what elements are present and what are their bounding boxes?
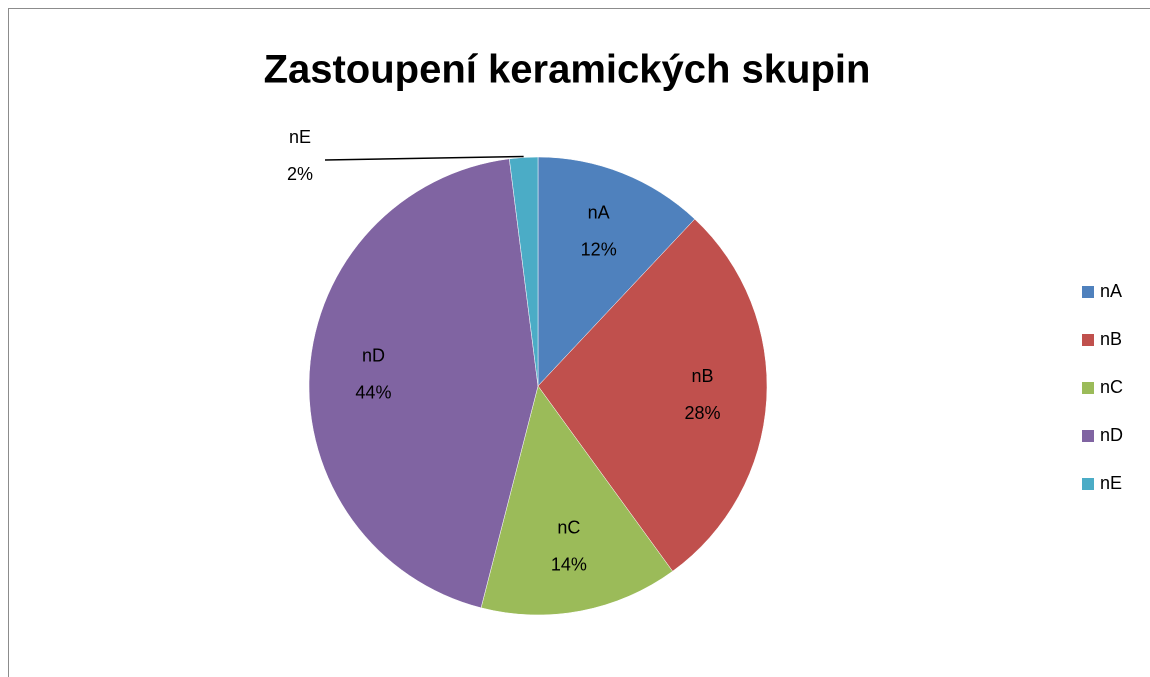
data-label-value: 44% xyxy=(355,382,391,402)
legend-swatch xyxy=(1082,334,1094,346)
pie-slice xyxy=(537,218,768,572)
pie-slice xyxy=(509,156,539,387)
pie-slice xyxy=(480,385,673,616)
legend-label: nA xyxy=(1100,281,1122,301)
legend-label: nD xyxy=(1100,425,1123,445)
data-label-category: nE xyxy=(289,127,311,147)
legend-swatch xyxy=(1082,478,1094,490)
data-label-value: 12% xyxy=(581,239,617,259)
legend-label: nB xyxy=(1100,329,1122,349)
data-label-category: nD xyxy=(362,345,385,365)
legend-swatch xyxy=(1082,430,1094,442)
data-label-value: 28% xyxy=(685,403,721,423)
data-label-value: 14% xyxy=(551,555,587,575)
data-label-value: 2% xyxy=(287,164,313,184)
pie-slice xyxy=(308,158,539,609)
chart-title: Zastoupení keramických skupin xyxy=(264,48,871,92)
legend-swatch xyxy=(1082,382,1094,394)
data-label-category: nC xyxy=(557,518,580,538)
legend-label: nE xyxy=(1100,473,1122,493)
data-label-category: nB xyxy=(692,366,714,386)
pie-slice xyxy=(537,156,696,387)
legend-label: nC xyxy=(1100,377,1123,397)
data-label-category: nA xyxy=(588,202,610,222)
leader-line xyxy=(324,155,524,161)
legend-swatch xyxy=(1082,286,1094,298)
